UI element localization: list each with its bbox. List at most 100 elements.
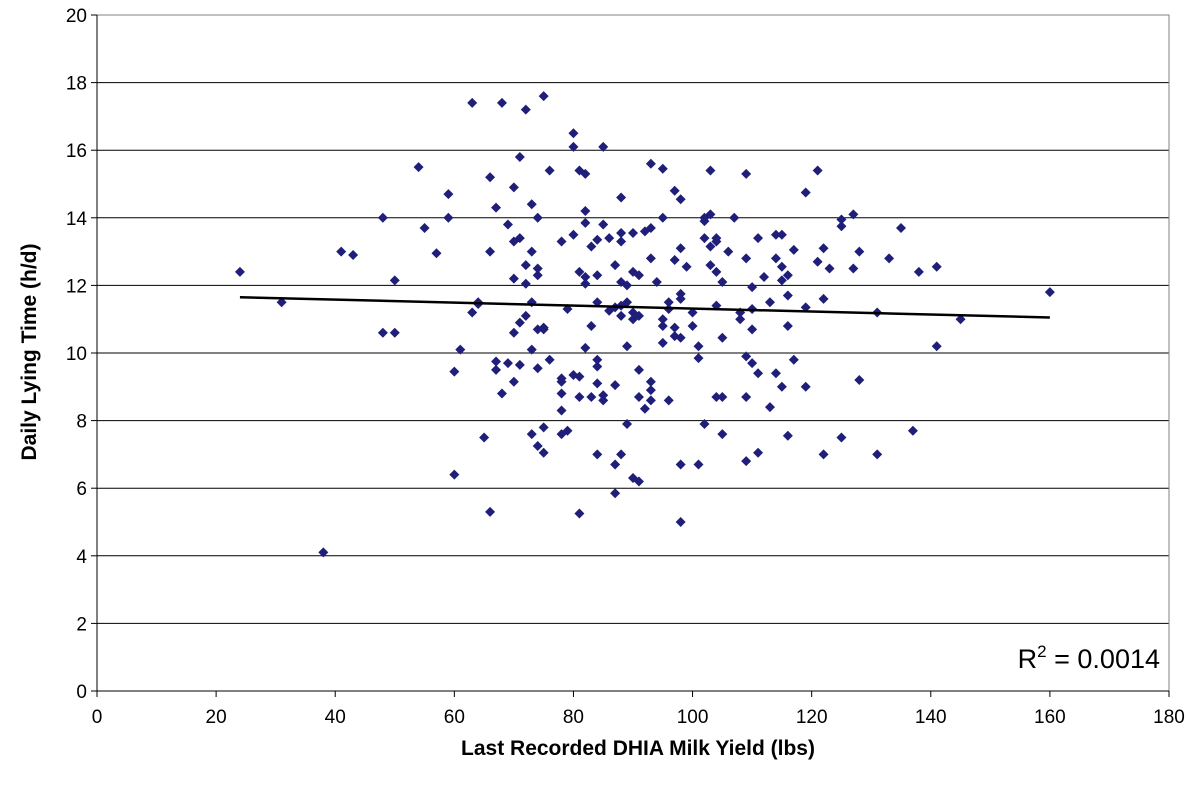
data-point-123 — [633, 270, 644, 281]
data-point-39 — [514, 151, 525, 162]
data-point-177 — [717, 391, 728, 402]
data-point-98 — [598, 390, 609, 401]
data-point-93 — [592, 354, 603, 365]
data-point-28 — [496, 388, 507, 399]
y-tick-label-2: 4 — [76, 547, 87, 568]
data-point-109 — [616, 236, 627, 247]
x-tick-label-2: 40 — [325, 707, 346, 728]
data-point-185 — [741, 351, 752, 362]
data-point-6 — [377, 212, 388, 223]
data-point-217 — [818, 293, 829, 304]
y-tick-label-0: 0 — [76, 682, 87, 703]
data-point-213 — [800, 381, 811, 392]
data-point-30 — [502, 358, 513, 369]
data-point-190 — [747, 358, 758, 369]
r-squared-annotation: R2 = 0.0014 — [1018, 642, 1160, 674]
data-point-207 — [782, 320, 793, 331]
data-point-232 — [913, 266, 924, 277]
data-point-68 — [556, 405, 567, 416]
data-point-73 — [568, 229, 579, 240]
data-point-114 — [622, 341, 633, 352]
data-point-75 — [574, 391, 585, 402]
data-point-197 — [764, 402, 775, 413]
data-point-41 — [520, 278, 531, 289]
x-tick-label-3: 60 — [444, 707, 465, 728]
data-point-154 — [675, 459, 686, 470]
data-point-151 — [675, 288, 686, 299]
data-point-130 — [645, 158, 656, 169]
data-point-199 — [770, 253, 781, 264]
y-tick-label-6: 12 — [66, 276, 87, 297]
data-point-36 — [508, 182, 519, 193]
data-point-219 — [824, 263, 835, 274]
data-point-198 — [770, 229, 781, 240]
x-tick-label-7: 140 — [915, 707, 947, 728]
data-point-37 — [514, 317, 525, 328]
data-point-134 — [645, 385, 656, 396]
data-point-231 — [907, 425, 918, 436]
data-point-157 — [687, 307, 698, 318]
data-point-42 — [520, 310, 531, 321]
data-point-84 — [580, 342, 591, 353]
x-tick-label-6: 120 — [796, 707, 828, 728]
y-axis-ticks: 0 2 4 6 8 10 12 14 16 18 20 — [66, 6, 97, 703]
data-point-144 — [663, 395, 674, 406]
data-point-76 — [574, 266, 585, 277]
data-point-176 — [717, 332, 728, 343]
data-point-66 — [556, 388, 567, 399]
data-point-142 — [663, 297, 674, 308]
y-tick-label-4: 8 — [76, 412, 87, 433]
data-point-7 — [389, 327, 400, 338]
data-point-194 — [753, 447, 764, 458]
data-point-183 — [741, 168, 752, 179]
data-point-152 — [675, 293, 686, 304]
data-point-117 — [622, 297, 633, 308]
data-point-229 — [884, 253, 895, 264]
data-point-11 — [431, 248, 442, 259]
x-tick-label-1: 20 — [206, 707, 227, 728]
data-point-195 — [759, 271, 770, 282]
data-point-140 — [657, 320, 668, 331]
data-point-107 — [616, 192, 627, 203]
data-point-116 — [622, 280, 633, 291]
data-point-81 — [580, 206, 591, 217]
x-tick-label-8: 160 — [1034, 707, 1066, 728]
data-point-208 — [782, 430, 793, 441]
data-point-25 — [491, 364, 502, 375]
data-point-49 — [526, 429, 537, 440]
data-point-168 — [705, 241, 716, 252]
r-squared-base: R — [1018, 644, 1038, 674]
data-point-83 — [580, 271, 591, 282]
data-points — [234, 91, 1055, 558]
data-point-3 — [336, 246, 347, 257]
data-point-215 — [812, 256, 823, 267]
data-point-105 — [610, 459, 621, 470]
data-point-62 — [544, 354, 555, 365]
data-point-159 — [693, 341, 704, 352]
data-point-172 — [711, 266, 722, 277]
data-point-31 — [502, 219, 513, 230]
x-tick-label-5: 100 — [677, 707, 709, 728]
data-point-17 — [467, 307, 478, 318]
data-point-189 — [747, 324, 758, 335]
data-point-18 — [467, 97, 478, 108]
data-point-71 — [568, 128, 579, 139]
data-point-127 — [633, 476, 644, 487]
data-point-51 — [532, 263, 543, 274]
data-point-166 — [705, 165, 716, 176]
data-point-52 — [532, 212, 543, 223]
data-point-44 — [520, 260, 531, 271]
data-point-125 — [633, 364, 644, 375]
data-point-235 — [955, 314, 966, 325]
data-point-200 — [770, 368, 781, 379]
data-point-55 — [532, 440, 543, 451]
data-point-38 — [514, 233, 525, 244]
data-point-32 — [508, 273, 519, 284]
y-tick-label-9: 18 — [66, 74, 87, 95]
data-point-218 — [818, 449, 829, 460]
data-point-205 — [782, 270, 793, 281]
data-point-113 — [616, 449, 627, 460]
data-point-211 — [800, 187, 811, 198]
data-point-29 — [496, 97, 507, 108]
data-point-80 — [580, 168, 591, 179]
